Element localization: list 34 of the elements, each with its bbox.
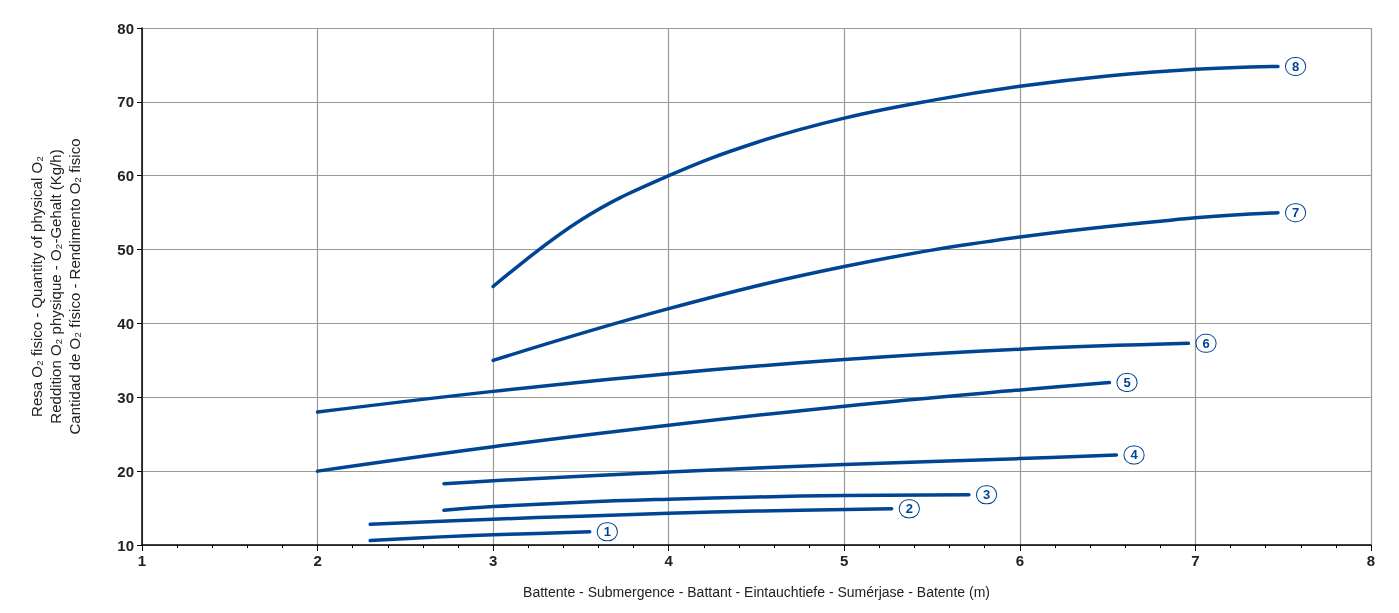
line-series	[315, 380, 1112, 473]
y-tick-label: 30	[117, 388, 134, 406]
y-tick-label: 50	[117, 241, 134, 259]
series-label: 6	[1202, 335, 1210, 351]
x-tick-label: 4	[664, 552, 674, 569]
x-axis-title: Battente - Submergence - Battant - Eintauchtiefe - Sumérjase - Batente (m)	[523, 584, 990, 600]
line-series	[442, 493, 971, 513]
x-tick-label: 5	[840, 552, 849, 569]
y-axis-title: Resa O₂ fisico - Quantity of physical O₂ Reddition O₂ physique - O₂-Gehalt (Kg/h) Cantidad de O₂ físico - Rendimento O₂ fisico	[28, 138, 83, 435]
x-tick-label: 6	[1015, 552, 1025, 569]
y-tick-label: 60	[117, 167, 134, 185]
y-tick-label: 10	[117, 536, 134, 554]
line-series	[368, 529, 592, 543]
line-series	[315, 341, 1191, 414]
x-tick-label: 7	[1191, 552, 1200, 569]
series-label: 8	[1291, 58, 1300, 74]
x-tick-label: 3	[488, 552, 498, 569]
y-tick-label: 80	[117, 19, 134, 37]
series-label: 3	[982, 487, 991, 503]
y-tick-label: 40	[117, 314, 134, 332]
x-tick-label: 2	[313, 552, 322, 569]
y-tick-label: 20	[117, 462, 134, 480]
series-label: 2	[905, 501, 913, 517]
series-label: 7	[1291, 205, 1300, 221]
line-series	[442, 453, 1119, 486]
y-tick-label: 70	[117, 93, 134, 111]
series-label: 4	[1130, 447, 1139, 463]
line-series	[491, 210, 1280, 363]
series-label: 1	[603, 524, 611, 540]
line-series	[368, 507, 894, 527]
series-label: 5	[1123, 375, 1131, 391]
x-tick-label: 8	[1366, 552, 1376, 569]
x-tick-label: 1	[137, 552, 147, 569]
line-series	[491, 64, 1280, 289]
